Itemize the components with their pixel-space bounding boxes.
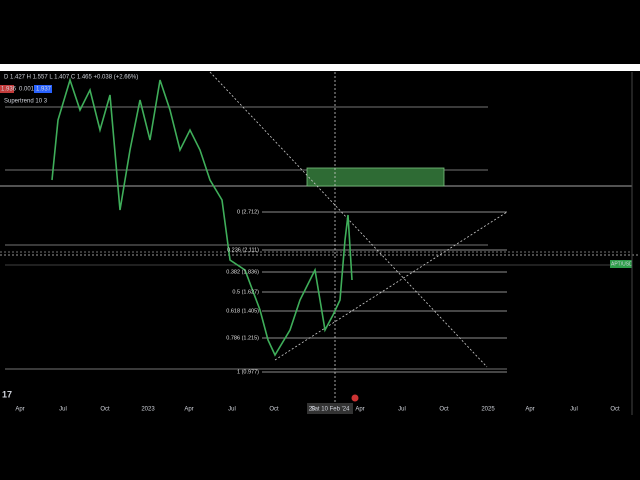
x-axis-label: Apr bbox=[15, 407, 24, 413]
x-axis-label: Oct bbox=[439, 407, 449, 413]
levels bbox=[0, 106, 632, 370]
date-box bbox=[307, 403, 353, 414]
x-axis-label: Jul bbox=[398, 407, 406, 413]
x-axis-label: Jul bbox=[228, 407, 236, 413]
buy-box bbox=[34, 85, 52, 93]
price bbox=[51, 77, 353, 357]
ohlc: D 1.427 H 1.557 L 1.407 C 1.465 +0.038 (… bbox=[4, 75, 138, 81]
zone-box bbox=[306, 167, 445, 187]
fib-label: 0.618 (1.405) bbox=[226, 308, 259, 314]
sell: 1.936 bbox=[1, 87, 17, 93]
x-axis-label: Apr bbox=[184, 407, 193, 413]
event-icon bbox=[351, 394, 359, 402]
price-tag: APT/USD bbox=[611, 261, 633, 267]
x-axis-label: 2023 bbox=[141, 407, 155, 413]
x-axis-label: Apr bbox=[355, 407, 364, 413]
spread: 0.001 bbox=[19, 87, 35, 93]
x-axis-label: Oct bbox=[100, 407, 110, 413]
x-axis-label: Jul bbox=[570, 407, 578, 413]
trend-lines bbox=[0, 71, 640, 405]
x-axis-label: Oct bbox=[610, 407, 620, 413]
price-tag-box bbox=[610, 260, 632, 268]
sell-box bbox=[0, 85, 14, 93]
indicator: Supertrend 10 3 bbox=[4, 99, 48, 105]
fib-lines bbox=[262, 211, 507, 373]
x-axis-label: 20 bbox=[309, 407, 316, 413]
x-axis-label: Jul bbox=[59, 407, 67, 413]
fib-label: 0.786 (1.215) bbox=[226, 335, 259, 341]
x-axis-label: Oct bbox=[269, 407, 279, 413]
fib-label: 0.236 (2.111) bbox=[227, 247, 259, 253]
fib-label: 0.5 (1.627) bbox=[232, 289, 259, 295]
x-axis-label: Apr bbox=[525, 407, 534, 413]
top-bar bbox=[0, 64, 640, 71]
fib-label: 0.382 (1.836) bbox=[226, 269, 259, 275]
fib-label: 0 (2.712) bbox=[237, 209, 259, 215]
buy: 1.937 bbox=[36, 87, 52, 93]
crosshair-date: Sat 10 Feb '24 bbox=[311, 407, 351, 413]
logo: 17 bbox=[2, 389, 12, 399]
x-axis-label: 2025 bbox=[481, 407, 495, 413]
fib-label: 1 (0.977) bbox=[237, 369, 259, 375]
